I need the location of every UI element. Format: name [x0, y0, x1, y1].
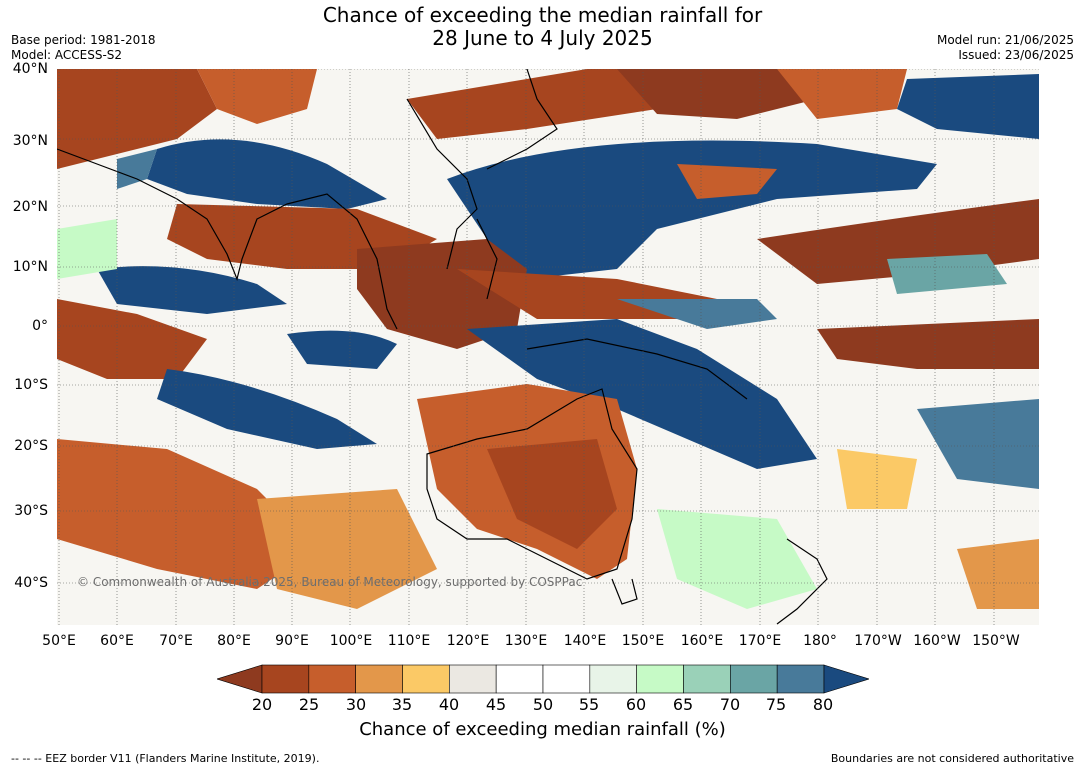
- colorbar-bin: [495, 664, 544, 694]
- lon-label: 100°E: [329, 633, 373, 649]
- lat-label: 10°S: [14, 377, 48, 393]
- model-run: Model run: 21/06/2025: [936, 33, 1074, 47]
- colorbar-bin: [683, 664, 731, 694]
- lat-label: 0°: [32, 318, 48, 334]
- lat-label: 30°S: [14, 503, 48, 519]
- colorbar-label: Chance of exceeding median rainfall (%): [359, 719, 726, 740]
- colorbar-tick: 40: [438, 695, 460, 714]
- base-period: Base period: 1981-2018: [11, 33, 156, 47]
- map-svg: [57, 69, 1039, 625]
- lat-label: 40°S: [14, 575, 48, 591]
- title-line-2: 28 June to 4 July 2025: [432, 26, 653, 50]
- colorbar-tick: 20: [251, 695, 273, 714]
- rainfall-map: © Commonwealth of Australia 2025, Bureau…: [57, 69, 1039, 625]
- colorbar-tick: 35: [391, 695, 413, 714]
- lat-label: 40°N: [12, 61, 48, 77]
- lon-label: 80°E: [217, 633, 251, 649]
- lon-label: 130°E: [504, 633, 548, 649]
- meta-right: Model run: 21/06/2025 Issued: 23/06/2025: [937, 33, 1074, 63]
- lon-label: 50°E: [42, 633, 76, 649]
- issued-date: Issued: 23/06/2025: [958, 48, 1074, 62]
- lon-label: 150°W: [972, 633, 1020, 649]
- lon-label: 140°E: [563, 633, 607, 649]
- lon-label: 90°E: [275, 633, 309, 649]
- lon-label: 160°E: [680, 633, 724, 649]
- model-name: Model: ACCESS-S2: [11, 48, 123, 62]
- colorbar-extend-high: [823, 664, 869, 694]
- title-line-1: Chance of exceeding the median rainfall …: [322, 3, 763, 27]
- colorbar: [217, 664, 869, 694]
- lon-label: 170°E: [738, 633, 782, 649]
- lon-label: 110°E: [387, 633, 431, 649]
- lon-label: 60°E: [100, 633, 134, 649]
- eez-legend: -- -- -- EEZ border V11 (Flanders Marine…: [11, 752, 320, 765]
- colorbar-tick: 45: [485, 695, 507, 714]
- colorbar-tick: 65: [672, 695, 694, 714]
- colorbar-tick: 80: [812, 695, 834, 714]
- copyright-notice: © Commonwealth of Australia 2025, Bureau…: [77, 575, 583, 589]
- map-title: Chance of exceeding the median rainfall …: [0, 4, 1085, 50]
- colorbar-bin: [636, 664, 684, 694]
- lat-label: 20°N: [12, 199, 48, 215]
- colorbar-tick: 30: [345, 695, 367, 714]
- colorbar-tick: 55: [578, 695, 600, 714]
- lat-label: 20°S: [14, 438, 48, 454]
- colorbar-tick: 60: [625, 695, 647, 714]
- lon-label: 70°E: [159, 633, 193, 649]
- colorbar-bin: [261, 664, 310, 694]
- lon-label: 180°: [803, 633, 837, 649]
- colorbar-bin: [730, 664, 778, 694]
- colorbar-bin: [589, 664, 637, 694]
- colorbar-bin: [355, 664, 403, 694]
- meta-left: Base period: 1981-2018 Model: ACCESS-S2: [11, 33, 156, 63]
- colorbar-tick: 75: [765, 695, 787, 714]
- colorbar-tick: 70: [719, 695, 741, 714]
- colorbar-bin: [542, 664, 591, 694]
- colorbar-tick: 50: [532, 695, 554, 714]
- lat-label: 10°N: [12, 259, 48, 275]
- lon-label: 120°E: [446, 633, 490, 649]
- rainfall-field: [57, 69, 1039, 609]
- colorbar-extend-low: [217, 664, 263, 694]
- colorbar-bin: [776, 664, 825, 694]
- lon-label: 170°W: [854, 633, 902, 649]
- colorbar-tick: 25: [298, 695, 320, 714]
- coastlines: [57, 69, 828, 625]
- colorbar-bin: [449, 664, 497, 694]
- colorbar-bin: [308, 664, 356, 694]
- lon-label: 160°W: [913, 633, 961, 649]
- lon-label: 150°E: [621, 633, 665, 649]
- lat-label: 30°N: [12, 133, 48, 149]
- boundary-disclaimer: Boundaries are not considered authoritat…: [830, 752, 1074, 765]
- colorbar-bin: [402, 664, 450, 694]
